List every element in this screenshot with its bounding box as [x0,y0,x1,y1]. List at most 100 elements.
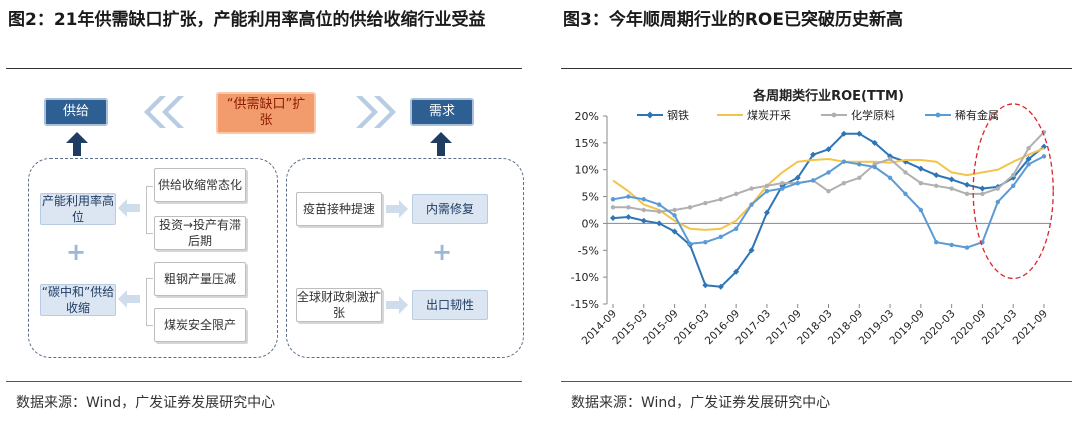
data-point [995,199,1001,205]
data-point [903,191,908,197]
y-tick-label: 0% [582,217,599,230]
y-tick-label: 5% [582,191,599,204]
data-point [794,174,801,181]
data-point [949,186,954,191]
data-point [795,180,800,186]
source-note: 数据来源：Wind，广发证券发展研究中心 [16,395,276,411]
data-point [980,191,985,197]
left-arrow-icon [118,290,140,308]
data-point [718,234,723,240]
data-point [1011,172,1016,178]
data-point [948,176,955,183]
data-point [733,226,739,231]
legend-label: 稀有金属 [955,108,999,122]
data-point [1011,183,1016,189]
data-point [718,197,723,202]
data-point [933,172,940,179]
data-point [979,185,986,192]
right-arrow-icon [386,296,408,314]
data-point [702,282,709,289]
title-rule [561,68,1072,69]
series-line [612,147,1045,231]
data-point [887,175,893,180]
source-rule [561,381,1072,382]
export-resilience-box: 出口韧性 [412,290,488,320]
data-point [872,164,877,170]
y-tick-label: 10% [575,164,599,177]
data-point [687,205,693,210]
data-point [763,209,770,216]
data-point [902,158,909,165]
supply-demand-gap-box: “供需缺口”扩张 [216,92,316,134]
data-point [733,268,740,275]
data-point [717,283,724,290]
legend-label: 煤炭开采 [747,109,791,122]
up-arrow-icon [66,132,88,156]
right-arrow-icon [386,200,408,218]
data-point [610,205,616,210]
domestic-demand-box: 内需修复 [412,194,488,224]
data-point [733,191,739,197]
y-tick-label: -15% [571,298,599,311]
up-arrow-icon [430,132,452,156]
data-point [626,205,631,210]
legend-marker [831,112,837,118]
legend-marker [646,111,654,119]
y-tick-label: 20% [575,110,599,123]
data-point [856,130,863,137]
supply-normalization-box: 供给收缩常态化 [154,168,246,202]
data-point [1026,162,1031,167]
data-point [964,181,971,188]
data-point [964,191,970,197]
data-point [964,245,970,250]
legend-marker [935,112,941,118]
y-tick-label: -5% [578,244,599,257]
data-point [918,180,924,186]
investment-lag-box: 投资→投产有滞后期 [154,216,246,250]
source-rule [6,381,522,382]
data-point [1025,155,1032,162]
supply-group-frame [28,158,278,358]
data-point [748,247,755,254]
data-point [934,183,939,189]
figure-2-title: 图2：21年供需缺口扩张，产能利用率高位的供给收缩行业受益 [8,10,486,30]
data-point [903,170,908,175]
data-point [610,215,616,222]
steel-output-cut-box: 粗钢产量压减 [154,262,246,296]
data-point [749,186,754,191]
data-point [840,130,847,137]
vaccination-box: 疫苗接种提速 [296,192,382,226]
data-point [625,213,632,220]
data-point [810,151,817,158]
data-point [780,186,785,191]
data-point [1041,154,1047,159]
source-note: 数据来源：Wind，广发证券发展研究中心 [571,395,831,411]
chart-title: 各周期类行业ROE(TTM) [752,88,904,104]
data-point [703,200,708,206]
fiscal-stimulus-box: 全球财政刺激扩张 [296,288,382,322]
highlight-ellipse [972,103,1054,280]
data-point [656,209,662,214]
coal-safety-limit-box: 煤炭安全限产 [154,308,246,342]
data-point [857,175,862,180]
data-point [934,240,939,245]
legend-label: 化学原料 [851,108,895,122]
data-point [841,159,847,164]
data-point [887,156,893,162]
bracket [146,186,153,234]
data-point [995,186,1001,191]
data-point [780,180,785,186]
legend-label: 钢铁 [667,109,689,122]
chevron-right-icon [356,96,396,128]
data-point [917,165,924,172]
data-point [1010,174,1017,181]
figure-3-title: 图3：今年顺周期行业的ROE已突破历史新高 [563,10,903,30]
data-point [656,220,663,227]
plus-sign: + [432,238,453,266]
data-point [687,241,693,247]
left-arrow-icon [118,199,140,217]
title-rule [6,68,522,69]
roe-line-chart: 各周期类行业ROE(TTM) 钢铁 煤炭开采 化学原料 稀有金属 -15% -10% -5% 0… [571,88,1054,347]
data-point [672,207,677,213]
data-point [640,217,647,224]
